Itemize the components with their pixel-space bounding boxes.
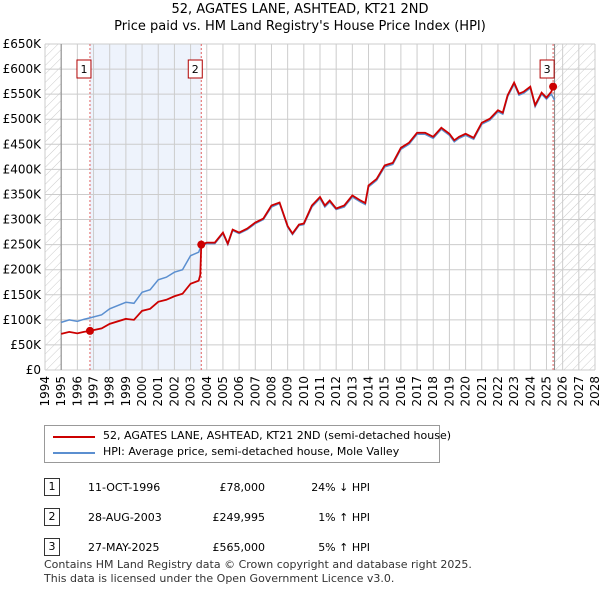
x-tick-label: 2012 bbox=[329, 376, 343, 407]
x-tick-label: 2017 bbox=[410, 376, 424, 407]
x-tick-label: 2001 bbox=[151, 376, 165, 407]
no-data-region-end bbox=[554, 44, 595, 370]
sale-hpi-diff: 5% ↑ HPI bbox=[318, 541, 370, 554]
legend-label-property: 52, AGATES LANE, ASHTEAD, KT21 2ND (semi… bbox=[103, 429, 452, 442]
y-tick-label: £0 bbox=[26, 363, 41, 377]
sale-date: 11-OCT-1996 bbox=[88, 481, 161, 494]
footer-line-2: This data is licensed under the Open Gov… bbox=[44, 572, 395, 585]
x-tick-label: 2008 bbox=[264, 376, 278, 407]
sale-number: 2 bbox=[44, 508, 60, 526]
x-tick-label: 2022 bbox=[491, 376, 505, 407]
x-tick-label: 2011 bbox=[313, 376, 327, 407]
y-tick-label: £650K bbox=[3, 37, 43, 51]
sale-point bbox=[85, 326, 94, 335]
x-tick-label: 1998 bbox=[103, 376, 117, 407]
x-tick-label: 2020 bbox=[459, 376, 473, 407]
y-tick-label: £250K bbox=[3, 238, 43, 252]
x-tick-label: 2015 bbox=[378, 376, 392, 407]
sale-hpi-diff: 24% ↓ HPI bbox=[311, 481, 370, 494]
y-tick-label: £350K bbox=[3, 187, 43, 201]
y-tick-label: £200K bbox=[3, 263, 43, 277]
chart-subtitle: Price paid vs. HM Land Registry's House … bbox=[114, 19, 486, 34]
no-data-region-start bbox=[45, 44, 62, 370]
x-tick-label: 2025 bbox=[539, 376, 553, 407]
y-tick-label: £400K bbox=[3, 162, 43, 176]
x-tick-label: 2004 bbox=[200, 376, 214, 407]
sale-label-box bbox=[76, 59, 92, 79]
sale-point bbox=[549, 82, 558, 91]
x-tick-label: 1999 bbox=[119, 376, 133, 407]
x-tick-label: 2016 bbox=[394, 376, 408, 407]
hpi-line bbox=[60, 82, 556, 324]
sale-date: 27-MAY-2025 bbox=[88, 541, 160, 554]
x-tick-label: 2027 bbox=[572, 376, 586, 407]
x-tick-label: 2003 bbox=[184, 376, 198, 407]
price-chart: 1994 1995 1996 1997 1998 1999 2000 2001 2002 2003… bbox=[3, 37, 600, 407]
x-tick-label: 2005 bbox=[216, 376, 230, 407]
y-tick-label: £600K bbox=[3, 62, 43, 76]
ownership-band bbox=[89, 44, 202, 370]
chart-legend: 52, AGATES LANE, ASHTEAD, KT21 2ND (semi… bbox=[44, 425, 451, 463]
sale-label-box bbox=[187, 59, 203, 79]
y-tick-label: £300K bbox=[3, 213, 43, 227]
x-tick-label: 2000 bbox=[135, 376, 149, 407]
y-tick-label: £450K bbox=[3, 137, 43, 151]
property-price-line bbox=[60, 80, 554, 335]
sale-label-box bbox=[539, 59, 555, 79]
legend-swatch-property bbox=[53, 436, 95, 438]
x-tick-label: 2019 bbox=[442, 376, 456, 407]
x-tick-label: 1994 bbox=[38, 376, 52, 407]
sale-number: 1 bbox=[44, 478, 60, 496]
x-tick-label: 2018 bbox=[426, 376, 440, 407]
sale-date: 28-AUG-2003 bbox=[88, 511, 162, 524]
y-tick-label: £150K bbox=[3, 288, 43, 302]
sale-label: 1 bbox=[80, 63, 87, 76]
x-tick-label: 2010 bbox=[297, 376, 311, 407]
legend-swatch-hpi bbox=[53, 452, 95, 454]
x-tick-label: 1997 bbox=[87, 376, 101, 407]
sale-label: 2 bbox=[192, 63, 199, 76]
y-tick-label: £50K bbox=[10, 338, 42, 352]
x-tick-label: 2026 bbox=[556, 376, 570, 407]
x-tick-label: 2009 bbox=[281, 376, 295, 407]
x-tick-label: 2024 bbox=[523, 376, 537, 407]
y-tick-label: £500K bbox=[3, 112, 43, 126]
y-tick-label: £100K bbox=[3, 313, 43, 327]
x-tick-label: 2021 bbox=[475, 376, 489, 407]
sale-price: £249,995 bbox=[212, 511, 266, 524]
legend-label-hpi: HPI: Average price, semi-detached house,… bbox=[103, 445, 400, 458]
x-tick-label: 2013 bbox=[345, 376, 359, 407]
x-tick-label: 2014 bbox=[362, 376, 376, 407]
x-tick-label: 2028 bbox=[588, 376, 600, 407]
sale-hpi-diff: 1% ↑ HPI bbox=[318, 511, 370, 524]
y-tick-label: £550K bbox=[3, 87, 43, 101]
footer: Contains HM Land Registry data © Crown c… bbox=[44, 558, 472, 586]
sale-number: 3 bbox=[44, 538, 60, 556]
x-tick-label: 1996 bbox=[70, 376, 84, 407]
sale-price: £78,000 bbox=[219, 481, 266, 494]
chart-title: 52, AGATES LANE, ASHTEAD, KT21 2ND bbox=[171, 2, 429, 17]
x-tick-label: 2023 bbox=[507, 376, 521, 407]
footer-line-1: Contains HM Land Registry data © Crown c… bbox=[44, 558, 472, 571]
sale-price: £565,000 bbox=[212, 541, 266, 554]
sale-label: 3 bbox=[544, 63, 551, 76]
x-tick-label: 2006 bbox=[232, 376, 246, 407]
sale-point bbox=[197, 240, 206, 249]
x-tick-label: 2007 bbox=[248, 376, 262, 407]
x-tick-label: 1995 bbox=[54, 376, 68, 407]
x-tick-label: 2002 bbox=[167, 376, 181, 407]
